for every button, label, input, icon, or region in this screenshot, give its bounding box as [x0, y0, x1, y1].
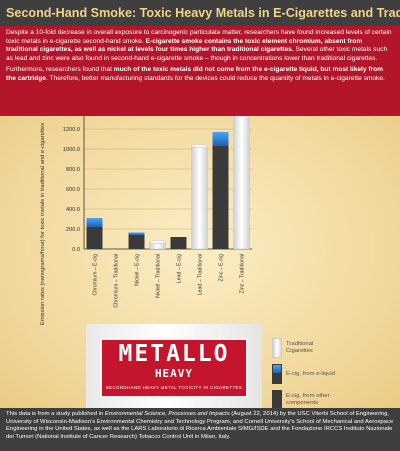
intro-paragraph-1: Despite a 10-fold decrease in overall ex…: [6, 29, 394, 63]
x-tick-label: Zinc – Traditional: [240, 254, 246, 294]
x-tick-label: Lead – Traditional: [198, 254, 204, 295]
bar-traditional-cap: [191, 144, 208, 148]
x-tick-label: Chromium – Traditional: [114, 254, 120, 308]
y-tick-label: 1000.0: [63, 147, 80, 153]
y-tick-label: 200.0: [66, 227, 80, 233]
y-tick-label: 800.0: [66, 167, 80, 173]
intro-p1-tail: Several other toxic metals such as lead …: [6, 46, 388, 62]
brand-logo: METALLO: [118, 341, 230, 367]
bar-other-components: [170, 237, 187, 249]
bar-other-components: [86, 227, 103, 249]
bar-eliquid: [86, 218, 103, 227]
bar-other-components: [212, 146, 229, 249]
legend-label-other: E-cig, from other components: [286, 393, 330, 407]
intro-p2-a: Furthermore, researchers found that: [6, 66, 114, 74]
bars: [86, 116, 250, 250]
pack-label: METALLO HEAVY SECONDHAND HEAVY METAL TOX…: [100, 338, 248, 398]
traditional-swatch: [272, 338, 282, 358]
bar-traditional: [233, 116, 250, 250]
x-tick-label: Chromium – E-cig: [93, 254, 99, 296]
x-axis-labels: Chromium – E-cig Chromium – Traditional Ni…: [93, 254, 246, 308]
y-tick-label: 600.0: [66, 187, 80, 193]
x-tick-label: Nickel – Traditional: [156, 254, 162, 298]
brand-tagline: SECONDHAND HEAVY METAL TOXICITY IN CIGAR…: [105, 385, 243, 390]
x-tick-label: Nickel – E-cig: [135, 254, 141, 286]
x-tick-label: Zinc – E-cig: [219, 254, 225, 282]
y-tick-label: 1200.0: [63, 127, 80, 133]
intro-p2-bold: much of the toxic metals did not come fr…: [6, 66, 384, 82]
intro-text: Despite a 10-fold decrease in overall ex…: [0, 26, 400, 116]
bar-eliquid: [212, 132, 229, 146]
y-tick-label: 400.0: [66, 207, 80, 213]
cigarette-pack: METALLO HEAVY SECONDHAND HEAVY METAL TOX…: [86, 324, 262, 408]
other-swatch: [272, 390, 282, 410]
bar-other-components: [128, 235, 145, 249]
page-title: Second-Hand Smoke: Toxic Heavy Metals in…: [0, 0, 400, 26]
bar-traditional: [191, 145, 208, 250]
y-tick-label: 0.0: [72, 247, 80, 253]
bar-chart: 0.0200.0400.0600.0800.01000.01200.01500.…: [40, 116, 252, 325]
legend-label-eliquid: E-cig, from e-liquid: [286, 371, 336, 377]
intro-paragraph-2: Furthermore, researchers found that much…: [6, 66, 394, 83]
eliquid-swatch: [272, 364, 282, 384]
brand-sub: HEAVY: [154, 367, 194, 380]
footer-text-b: (August 22, 2014) by the USC Viterbi Sch…: [6, 411, 394, 440]
bar-traditional-cap: [149, 240, 166, 244]
footer-text-a: This data is from a study published in: [6, 411, 105, 417]
intro-p1-bold: E-cigarette smoke contains the toxic ele…: [6, 37, 363, 54]
intro-p1-plain: Despite a 10-fold decrease in overall ex…: [6, 29, 392, 45]
intro-p2-b: . Therefore, better manufacturing standa…: [45, 74, 385, 82]
legend-label-traditional: Traditional Cigarettes: [286, 341, 314, 355]
y-axis-label: Emission rates (nanograms/hour) for toxi…: [40, 123, 46, 325]
chart-panel: 0.0200.0400.0600.0800.01000.01200.01500.…: [0, 116, 400, 410]
source-note: This data is from a study published in E…: [0, 408, 400, 451]
x-tick-label: Lead – E-cig: [177, 254, 183, 283]
bar-eliquid: [128, 232, 145, 235]
footer-journal: Environmental Science, Processes and Imp…: [104, 411, 230, 417]
